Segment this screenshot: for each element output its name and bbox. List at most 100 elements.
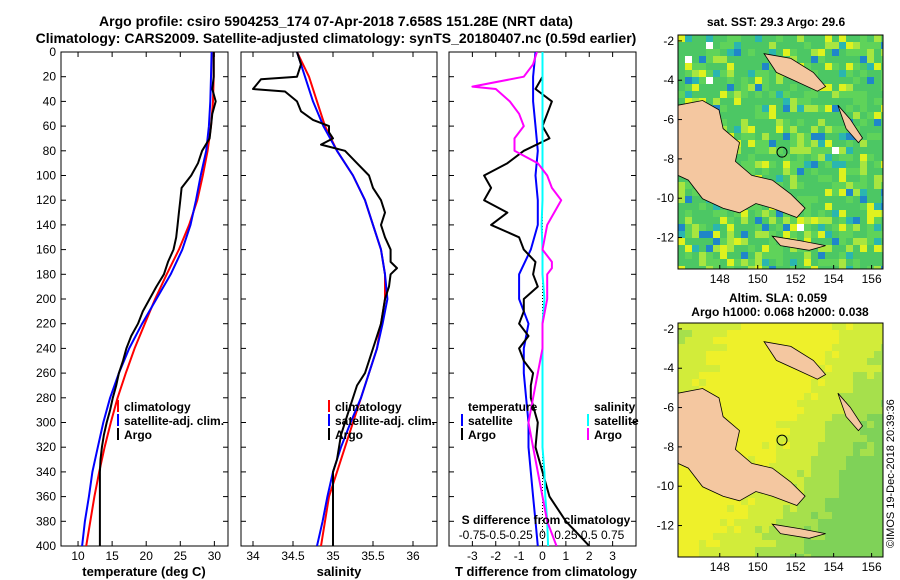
map-cell (846, 519, 853, 526)
map-cell (748, 456, 755, 463)
map-cell (874, 351, 881, 358)
map-cell (797, 168, 804, 175)
map-cell (832, 203, 839, 210)
map-cell (755, 105, 762, 112)
map-cell (874, 477, 881, 484)
map-cell (727, 35, 734, 42)
map-cell (881, 161, 883, 168)
map-cell (832, 414, 839, 421)
map-cell (874, 547, 881, 554)
map-cell (706, 259, 713, 266)
map-cell (769, 533, 776, 540)
map-cell (832, 49, 839, 56)
map-cell (874, 231, 881, 238)
map-cell (818, 456, 825, 463)
map-cell (748, 126, 755, 133)
map-cell (860, 512, 867, 519)
map-cell (769, 372, 776, 379)
map-cell (741, 147, 748, 154)
map-cell (748, 77, 755, 84)
map-cell (769, 231, 776, 238)
map-cell (699, 238, 706, 245)
map-cell (769, 386, 776, 393)
map-cell (811, 330, 818, 337)
map-cell (699, 351, 706, 358)
map-cell (706, 519, 713, 526)
map-cell (881, 259, 883, 266)
map-cell (685, 35, 692, 42)
map-cell (706, 526, 713, 533)
map-cell (706, 533, 713, 540)
map-cell (755, 133, 762, 140)
map-cell (790, 505, 797, 512)
map-cell (776, 231, 783, 238)
map-cell (811, 98, 818, 105)
map-cell (846, 435, 853, 442)
map-cell (797, 196, 804, 203)
map-cell (776, 119, 783, 126)
map-cell (818, 147, 825, 154)
map-cell (769, 512, 776, 519)
map-cell (832, 533, 839, 540)
map-cell (804, 491, 811, 498)
map-cell (685, 252, 692, 259)
map-cell (685, 379, 692, 386)
map-cell (867, 547, 874, 554)
map-cell (748, 70, 755, 77)
map-cell (804, 196, 811, 203)
map-cell (811, 224, 818, 231)
map-cell (825, 231, 832, 238)
series-line-satellite-adj-clim- (81, 52, 213, 546)
map-cell (853, 217, 860, 224)
map-cell (762, 252, 769, 259)
map-cell (818, 540, 825, 547)
map-cell (713, 498, 720, 505)
map-cell (706, 98, 713, 105)
map-cell (783, 231, 790, 238)
map-cell (881, 449, 883, 456)
map-cell (811, 407, 818, 414)
map-cell (720, 533, 727, 540)
map-cell (860, 407, 867, 414)
map-cell (867, 175, 874, 182)
map-cell (783, 91, 790, 98)
map-cell (867, 330, 874, 337)
map-cell (839, 266, 846, 269)
map-cell (769, 365, 776, 372)
map-cell (790, 259, 797, 266)
map-cell (804, 49, 811, 56)
map-cell (853, 63, 860, 70)
map-cell (811, 147, 818, 154)
map-cell (797, 231, 804, 238)
map-cell (776, 337, 783, 344)
map-cell (699, 42, 706, 49)
map-cell (825, 498, 832, 505)
map-cell (776, 547, 783, 554)
map-cell (755, 126, 762, 133)
map-cell (797, 42, 804, 49)
map-cell (790, 393, 797, 400)
map-cell (790, 119, 797, 126)
map-cell (748, 154, 755, 161)
map-cell (804, 42, 811, 49)
map-cell (881, 456, 883, 463)
map-cell (867, 414, 874, 421)
map-cell (832, 98, 839, 105)
map-cell (678, 245, 685, 252)
map-cell (881, 372, 883, 379)
map-cell (692, 217, 699, 224)
map-cell (839, 168, 846, 175)
map-cell (811, 498, 818, 505)
map-cell (720, 505, 727, 512)
map-cell (678, 203, 685, 210)
map-cell (783, 84, 790, 91)
map-cell (685, 519, 692, 526)
map-cell (818, 554, 825, 557)
map-cell (706, 203, 713, 210)
map-cell (797, 119, 804, 126)
map-cell (818, 400, 825, 407)
map-cell (811, 182, 818, 189)
map-cell (853, 245, 860, 252)
map-cell (853, 323, 860, 330)
map-cell (804, 168, 811, 175)
